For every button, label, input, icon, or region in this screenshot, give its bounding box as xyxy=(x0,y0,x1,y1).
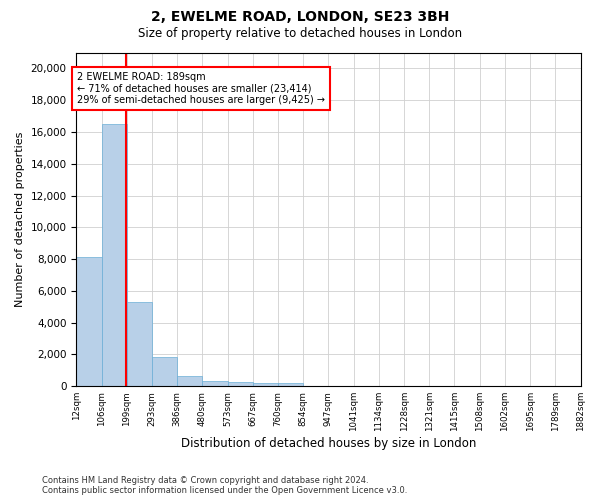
Bar xyxy=(76,258,101,386)
Text: Contains public sector information licensed under the Open Government Licence v3: Contains public sector information licen… xyxy=(42,486,407,495)
Bar xyxy=(253,382,278,386)
Text: Size of property relative to detached houses in London: Size of property relative to detached ho… xyxy=(138,28,462,40)
Text: Contains HM Land Registry data © Crown copyright and database right 2024.: Contains HM Land Registry data © Crown c… xyxy=(42,476,368,485)
Bar xyxy=(278,383,303,386)
Bar xyxy=(152,357,177,386)
Text: 2 EWELME ROAD: 189sqm
← 71% of detached houses are smaller (23,414)
29% of semi-: 2 EWELME ROAD: 189sqm ← 71% of detached … xyxy=(77,72,325,105)
Y-axis label: Number of detached properties: Number of detached properties xyxy=(15,132,25,307)
Bar xyxy=(127,302,152,386)
Bar xyxy=(101,124,127,386)
Text: 2, EWELME ROAD, LONDON, SE23 3BH: 2, EWELME ROAD, LONDON, SE23 3BH xyxy=(151,10,449,24)
X-axis label: Distribution of detached houses by size in London: Distribution of detached houses by size … xyxy=(181,437,476,450)
Bar xyxy=(202,380,227,386)
Bar xyxy=(177,376,202,386)
Bar xyxy=(227,382,253,386)
